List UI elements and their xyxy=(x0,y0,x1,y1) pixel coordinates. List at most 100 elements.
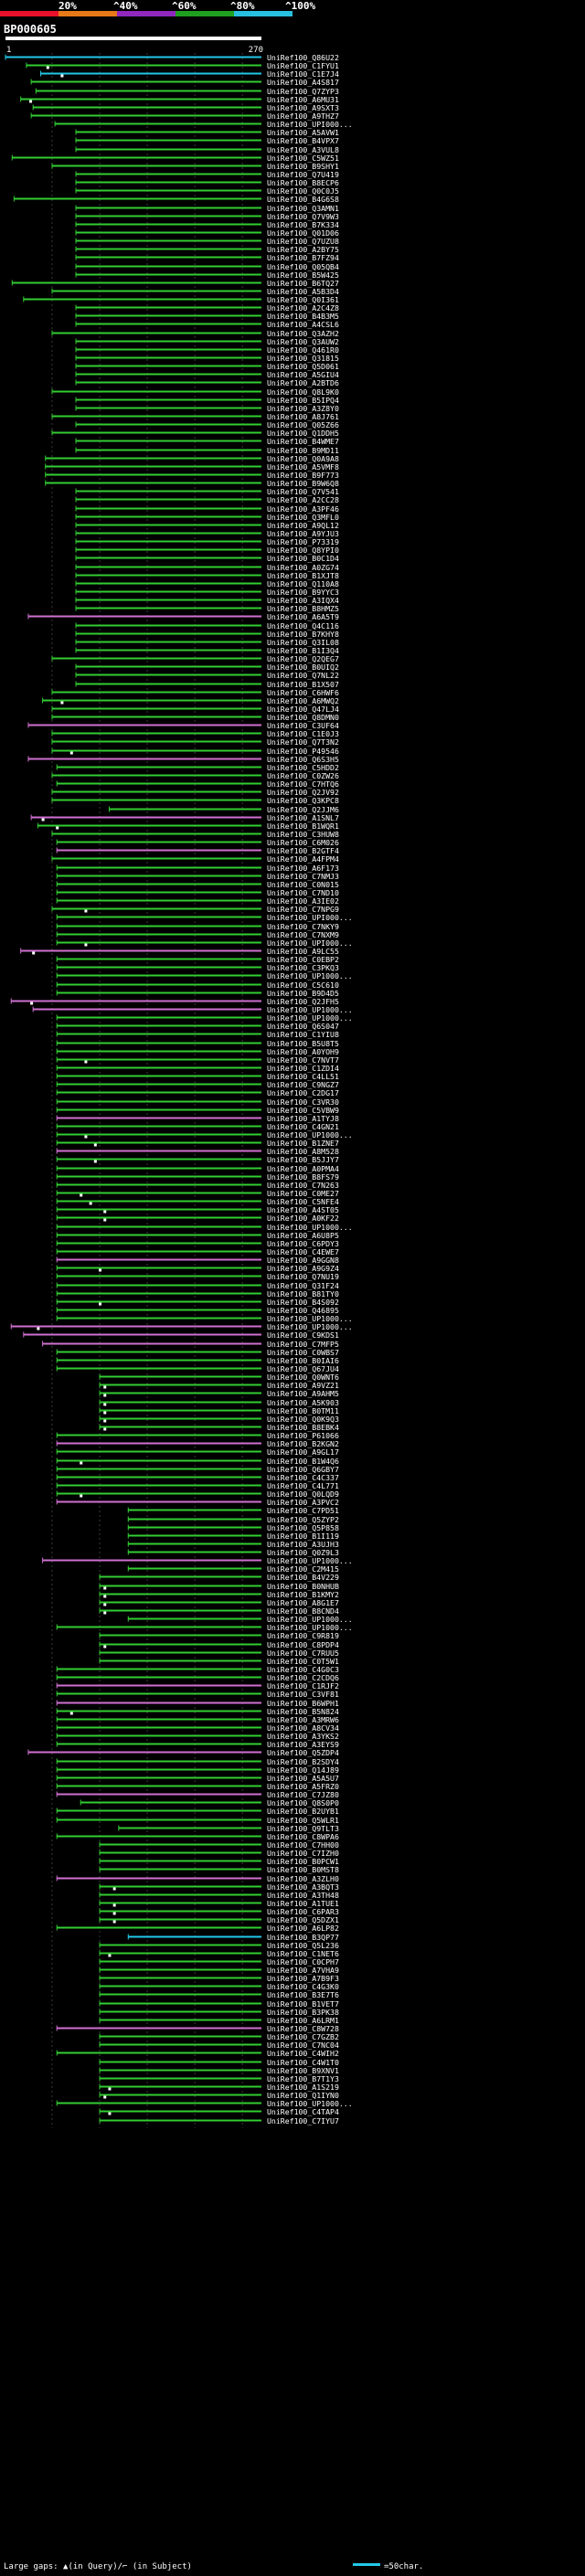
hit-row[interactable]: UniRef100_UP1000... xyxy=(127,1615,353,1624)
hit-label[interactable]: UniRef100_B5N824 xyxy=(267,1707,339,1716)
hit-label[interactable]: UniRef100_P61066 xyxy=(267,1431,339,1440)
hit-row[interactable]: UniRef100_B0TM11 xyxy=(99,1406,339,1415)
hit-label[interactable]: UniRef100_C3UF64 xyxy=(267,721,339,730)
hit-label[interactable]: UniRef100_A9GL17 xyxy=(267,1447,339,1457)
hit-label[interactable]: UniRef100_A0PMA4 xyxy=(267,1164,339,1173)
hit-row[interactable]: UniRef100_B0MST8 xyxy=(99,1865,339,1874)
hit-row[interactable]: UniRef100_C4GN21 xyxy=(56,1122,339,1131)
hit-label[interactable]: UniRef100_A3YKS2 xyxy=(267,1732,339,1741)
hit-label[interactable]: UniRef100_B2SDY4 xyxy=(267,1757,339,1766)
hit-row[interactable]: UniRef100_A6U8P5 xyxy=(56,1231,339,1240)
hit-row[interactable]: UniRef100_A4ST05 xyxy=(56,1205,339,1214)
hit-row[interactable]: UniRef100_B9YYC3 xyxy=(75,588,339,597)
hit-row[interactable]: UniRef100_B5JJY7 xyxy=(56,1155,339,1164)
hit-row[interactable]: UniRef100_A3BQT3 xyxy=(99,1882,339,1892)
hit-label[interactable]: UniRef100_UPI000... xyxy=(267,913,353,922)
hit-label[interactable]: UniRef100_A0ZG74 xyxy=(267,563,339,572)
hit-label[interactable]: UniRef100_A4ST05 xyxy=(267,1205,339,1214)
hit-row[interactable]: UniRef100_B4V229 xyxy=(99,1573,339,1582)
hit-row[interactable]: UniRef100_Q5ZDP4 xyxy=(27,1748,339,1757)
hit-label[interactable]: UniRef100_Q7U419 xyxy=(267,170,339,179)
hit-label[interactable]: UniRef100_Q6S047 xyxy=(267,1022,339,1031)
hit-label[interactable]: UniRef100_Q2JJM6 xyxy=(267,805,339,814)
hit-row[interactable]: UniRef100_C5VBW9 xyxy=(56,1106,339,1115)
hit-row[interactable]: UniRef100_Q9TLT3 xyxy=(118,1824,339,1833)
hit-row[interactable]: UniRef100_A4FPM4 xyxy=(51,854,339,864)
hit-row[interactable]: UniRef100_B1WQR1 xyxy=(37,822,339,831)
hit-label[interactable]: UniRef100_B9W6Q8 xyxy=(267,479,339,488)
hit-label[interactable]: UniRef100_Q05QB4 xyxy=(267,262,339,271)
hit-row[interactable]: UniRef100_A9G9Z4 xyxy=(56,1264,339,1273)
hit-label[interactable]: UniRef100_A3PF46 xyxy=(267,504,339,514)
hit-row[interactable]: UniRef100_C4LL51 xyxy=(56,1072,339,1081)
hit-label[interactable]: UniRef100_C7GZB2 xyxy=(267,2032,339,2041)
hit-label[interactable]: UniRef100_Q0WNT6 xyxy=(267,1373,339,1382)
hit-row[interactable]: UniRef100_C7NVT7 xyxy=(56,1055,339,1065)
hit-row[interactable]: UniRef100_Q5D061 xyxy=(75,362,339,371)
hit-label[interactable]: UniRef100_Q1DDH5 xyxy=(267,429,339,438)
hit-label[interactable]: UniRef100_C4TAP4 xyxy=(267,2107,339,2116)
hit-label[interactable]: UniRef100_A3TH48 xyxy=(267,1891,339,1900)
hit-label[interactable]: UniRef100_Q461R0 xyxy=(267,345,339,355)
hit-label[interactable]: UniRef100_C0T5W1 xyxy=(267,1657,339,1666)
hit-label[interactable]: UniRef100_B7K334 xyxy=(267,220,339,229)
hit-label[interactable]: UniRef100_B0IAI6 xyxy=(267,1356,339,1365)
hit-label[interactable]: UniRef100_A5B3D4 xyxy=(267,287,339,296)
hit-row[interactable]: UniRef100_A3EYS9 xyxy=(56,1740,339,1749)
hit-label[interactable]: UniRef100_A1SNL7 xyxy=(267,813,339,822)
hit-row[interactable]: UniRef100_C2M415 xyxy=(127,1564,339,1574)
hit-row[interactable]: UniRef100_C4EWE7 xyxy=(56,1247,339,1256)
hit-row[interactable]: UniRef100_Q5DZX1 xyxy=(99,1915,339,1924)
hit-row[interactable]: UniRef100_A1TYJ8 xyxy=(56,1114,339,1123)
hit-row[interactable]: UniRef100_B1X507 xyxy=(75,680,339,689)
hit-row[interactable]: UniRef100_Q3KPC8 xyxy=(51,796,339,805)
hit-label[interactable]: UniRef100_C2CDQ6 xyxy=(267,1673,339,1682)
hit-row[interactable]: UniRef100_A3UJH3 xyxy=(127,1540,339,1549)
hit-label[interactable]: UniRef100_B0PCW1 xyxy=(267,1857,339,1866)
hit-row[interactable]: UniRef100_B1ZNE7 xyxy=(56,1139,339,1148)
hit-row[interactable]: UniRef100_C3VF81 xyxy=(56,1690,339,1699)
hit-label[interactable]: UniRef100_Q8S0P0 xyxy=(267,1798,339,1807)
hit-row[interactable]: UniRef100_A3YKS2 xyxy=(56,1732,339,1741)
hit-row[interactable]: UniRef100_C7RUU5 xyxy=(99,1648,339,1658)
hit-row[interactable]: UniRef100_P73319 xyxy=(75,537,339,546)
hit-row[interactable]: UniRef100_C1YIU8 xyxy=(56,1030,339,1039)
hit-label[interactable]: UniRef100_A6LP82 xyxy=(267,1924,339,1933)
hit-row[interactable]: UniRef100_C4C337 xyxy=(56,1473,339,1482)
hit-row[interactable]: UniRef100_A0ZG74 xyxy=(75,563,339,572)
hit-label[interactable]: UniRef100_B3E7T6 xyxy=(267,1990,339,1999)
hit-label[interactable]: UniRef100_A3VUL8 xyxy=(267,145,339,154)
hit-row[interactable]: UniRef100_A3PVC2 xyxy=(56,1498,339,1507)
hit-label[interactable]: UniRef100_Q31F24 xyxy=(267,1281,339,1290)
hit-row[interactable]: UniRef100_B8HMZ5 xyxy=(75,604,339,613)
hit-row[interactable]: UniRef100_A3TH48 xyxy=(99,1891,339,1900)
hit-row[interactable]: UniRef100_A2BY75 xyxy=(75,245,339,254)
hit-label[interactable]: UniRef100_C1RJF2 xyxy=(267,1681,339,1691)
hit-row[interactable]: UniRef100_C1ZDI4 xyxy=(56,1064,339,1073)
hit-label[interactable]: UniRef100_C7NXM9 xyxy=(267,930,339,939)
hit-label[interactable]: UniRef100_C4W1T0 xyxy=(267,2058,339,2067)
hit-row[interactable]: UniRef100_C1E0J3 xyxy=(51,729,339,738)
hit-row[interactable]: UniRef100_Q3AZH2 xyxy=(51,329,339,338)
hit-row[interactable]: UniRef100_A8G1E7 xyxy=(99,1598,339,1607)
hit-label[interactable]: UniRef100_Q0A9A8 xyxy=(267,454,339,463)
hit-label[interactable]: UniRef100_C2DG17 xyxy=(267,1088,339,1097)
hit-label[interactable]: UniRef100_Q7NU19 xyxy=(267,1272,339,1281)
hit-row[interactable]: UniRef100_C5NFE4 xyxy=(56,1197,339,1206)
hit-row[interactable]: UniRef100_UP1000... xyxy=(56,971,353,981)
hit-label[interactable]: UniRef100_C3VR30 xyxy=(267,1097,339,1107)
hit-label[interactable]: UniRef100_A6LRM1 xyxy=(267,2016,339,2025)
hit-row[interactable]: UniRef100_B7K334 xyxy=(75,220,339,229)
hit-row[interactable]: UniRef100_C7GZB2 xyxy=(99,2032,339,2041)
hit-label[interactable]: UniRef100_A9THZ7 xyxy=(267,111,339,121)
hit-row[interactable]: UniRef100_Q0WNT6 xyxy=(99,1373,339,1382)
hit-row[interactable]: UniRef100_A3IQX4 xyxy=(75,596,339,605)
hit-row[interactable]: UniRef100_B4WME7 xyxy=(75,437,339,446)
hit-label[interactable]: UniRef100_A9AHM5 xyxy=(267,1389,339,1398)
hit-label[interactable]: UniRef100_B4B3M5 xyxy=(267,312,339,321)
hit-label[interactable]: UniRef100_Q3KPC8 xyxy=(267,796,339,805)
hit-label[interactable]: UniRef100_Q7T3N2 xyxy=(267,737,339,747)
hit-row[interactable]: UniRef100_B0UIQ2 xyxy=(75,663,339,672)
hit-label[interactable]: UniRef100_B0MST8 xyxy=(267,1865,339,1874)
hit-row[interactable]: UniRef100_B9F773 xyxy=(45,471,339,480)
